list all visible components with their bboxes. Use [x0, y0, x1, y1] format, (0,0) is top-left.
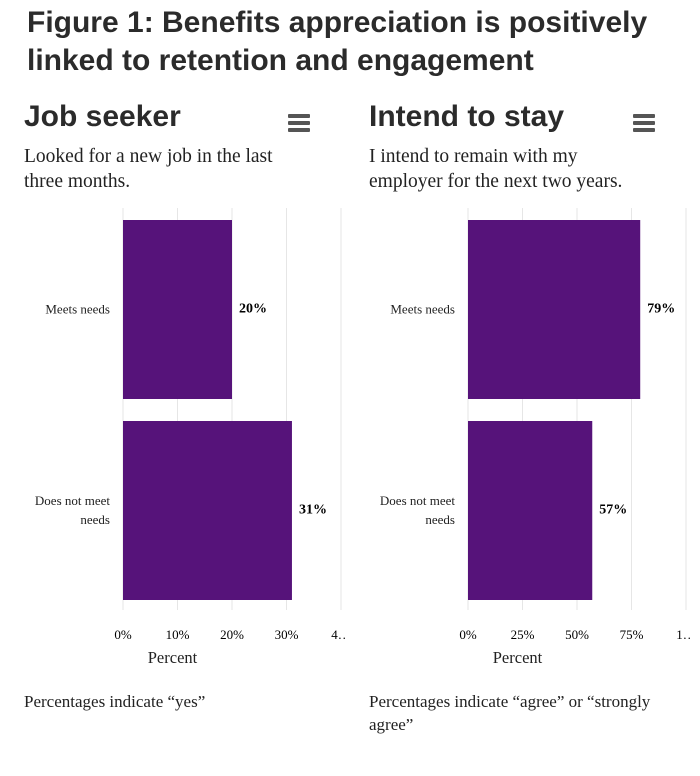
plot: 0% 25% 50% 75% 1… 79% 57% [459, 208, 690, 642]
x-tick-label: 4… [331, 627, 345, 642]
plot: 0% 10% 20% 30% 4… 20% 31% [114, 208, 345, 642]
x-tick-label: 10% [166, 627, 190, 642]
bar [468, 220, 641, 399]
x-tick-label: 30% [275, 627, 299, 642]
x-tick-label: 0% [459, 627, 477, 642]
axis-title: Percent [147, 648, 198, 667]
bar [468, 421, 593, 600]
footnote: Percentages indicate “agree” or “strongl… [369, 692, 651, 734]
menu-button[interactable] [288, 114, 310, 132]
menu-bar [288, 121, 310, 125]
x-tick-label: 1… [676, 627, 690, 642]
chart-title: Job seeker [24, 100, 181, 133]
axis-title: Percent [492, 648, 543, 667]
menu-bar [288, 114, 310, 118]
value-label: 31% [299, 503, 327, 518]
value-label: 20% [239, 302, 267, 317]
chart-title: Intend to stay [369, 100, 565, 133]
x-tick-label: 75% [620, 627, 644, 642]
category-label: Does not meet needs [379, 492, 455, 527]
x-tick-label: 50% [565, 627, 589, 642]
chart-subtitle: I intend to remain with my employer for … [369, 146, 623, 192]
value-label: 57% [599, 503, 627, 518]
category-label: Meets needs [45, 301, 110, 316]
menu-bar [288, 128, 310, 132]
figure-title: Figure 1: Benefits appreciation is posit… [27, 6, 648, 77]
menu-bar [633, 121, 655, 125]
chart-panel: Intend to stay I intend to remain with my… [345, 98, 690, 776]
x-tick-label: 20% [220, 627, 244, 642]
chart-panel: Job seeker Looked for a new job in the la… [0, 98, 345, 776]
menu-bar [633, 114, 655, 118]
category-label: Meets needs [390, 301, 455, 316]
category-label: Does not meet needs [34, 492, 110, 527]
bar [123, 421, 292, 600]
menu-bar [633, 128, 655, 132]
value-label: 79% [647, 302, 675, 317]
chart-subtitle: Looked for a new job in the last three m… [24, 146, 273, 192]
bar [123, 220, 232, 399]
footnote: Percentages indicate “yes” [24, 692, 206, 711]
x-tick-label: 25% [511, 627, 535, 642]
x-tick-label: 0% [114, 627, 132, 642]
menu-button[interactable] [633, 114, 655, 132]
